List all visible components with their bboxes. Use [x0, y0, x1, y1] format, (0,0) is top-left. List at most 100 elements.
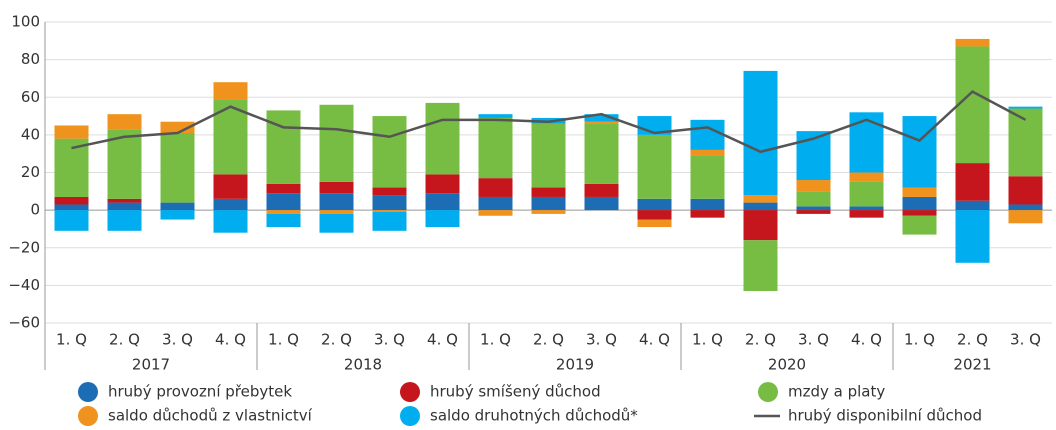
bar-segment: [107, 114, 142, 130]
bar-segment: [955, 163, 990, 201]
bar-segment: [372, 195, 407, 211]
bar-segment: [743, 195, 778, 203]
y-tick-label: −20: [8, 238, 40, 256]
bar-segment: [690, 119, 725, 150]
group-label: 2017: [132, 356, 170, 374]
bar-segment: [266, 183, 301, 194]
bar-segment: [425, 174, 460, 194]
x-tick-label: 1. Q: [268, 331, 299, 349]
bar-segment: [902, 210, 937, 216]
y-tick-label: −40: [8, 276, 40, 294]
y-tick-label: 100: [11, 13, 40, 31]
y-tick-label: −60: [8, 314, 40, 332]
bar-segment: [478, 210, 513, 216]
bar-segment: [54, 196, 89, 205]
legend-label: hrubý provozní přebytek: [108, 383, 292, 401]
bar-segment: [213, 198, 248, 211]
bar-segment: [955, 46, 990, 164]
bar-segment: [531, 123, 566, 188]
bar-segment: [372, 187, 407, 196]
x-tick-label: 1. Q: [56, 331, 87, 349]
bar-segment: [743, 240, 778, 292]
bar-segment: [425, 210, 460, 228]
bar-segment: [478, 178, 513, 197]
bar-segment: [1008, 106, 1043, 109]
y-tick-label: 80: [21, 50, 40, 68]
bar-segment: [637, 219, 672, 228]
bar-segment: [478, 114, 513, 118]
bar-segment: [902, 116, 937, 188]
bar-segment: [107, 198, 142, 203]
bar-segment: [902, 196, 937, 211]
x-tick-label: 3. Q: [162, 331, 193, 349]
bar-segment: [54, 125, 89, 139]
bar-segment: [849, 206, 884, 211]
bar-segment: [584, 121, 619, 124]
group-label: 2018: [344, 356, 382, 374]
bar-segment: [531, 196, 566, 211]
x-tick-label: 1. Q: [904, 331, 935, 349]
bar-segment: [107, 202, 142, 211]
bar-segment: [425, 102, 460, 175]
bar-segment: [743, 210, 778, 241]
bar-segment: [319, 193, 354, 211]
x-tick-label: 3. Q: [1010, 331, 1041, 349]
x-tick-label: 2. Q: [745, 331, 776, 349]
bar-segment: [690, 198, 725, 211]
y-tick-label: 60: [21, 88, 40, 106]
x-tick-label: 3. Q: [586, 331, 617, 349]
bar-segment: [849, 210, 884, 218]
bar-segment: [213, 82, 248, 100]
x-tick-label: 3. Q: [798, 331, 829, 349]
legend-swatch: [758, 382, 778, 402]
bar-segment: [849, 112, 884, 173]
bar-segment: [319, 181, 354, 194]
x-tick-label: 4. Q: [851, 331, 882, 349]
bar-segment: [372, 210, 407, 213]
bar-segment: [637, 134, 672, 199]
bar-segment: [319, 213, 354, 233]
bar-segment: [902, 215, 937, 235]
legend-swatch: [78, 406, 98, 426]
bar-segment: [690, 149, 725, 156]
bar-segment: [743, 70, 778, 196]
y-tick-label: 0: [30, 201, 40, 219]
group-label: 2020: [768, 356, 806, 374]
bar-segment: [425, 193, 460, 211]
x-tick-label: 2. Q: [957, 331, 988, 349]
x-tick-label: 1. Q: [692, 331, 723, 349]
bar-segment: [1008, 210, 1043, 224]
bar-segment: [584, 114, 619, 122]
bar-segment: [160, 202, 195, 211]
legend-swatch: [400, 382, 420, 402]
bar-segment: [213, 174, 248, 199]
bar-segment: [584, 196, 619, 211]
bar-segment: [584, 183, 619, 197]
x-tick-label: 4. Q: [215, 331, 246, 349]
bar-segment: [160, 121, 195, 133]
bar-segment: [1008, 176, 1043, 205]
bar-segment: [743, 202, 778, 211]
x-tick-label: 3. Q: [374, 331, 405, 349]
bar-segment: [478, 196, 513, 211]
bar-segment: [531, 187, 566, 197]
bar-segment: [902, 187, 937, 197]
x-tick-label: 2. Q: [321, 331, 352, 349]
bar-segment: [849, 181, 884, 207]
bar-segment: [372, 116, 407, 188]
bar-segment: [478, 117, 513, 179]
legend-label: mzdy a platy: [788, 383, 885, 401]
bar-segment: [796, 180, 831, 192]
group-label: 2021: [953, 356, 991, 374]
x-tick-label: 4. Q: [427, 331, 458, 349]
bar-segment: [637, 198, 672, 211]
bar-segment: [107, 129, 142, 199]
bar-segment: [955, 210, 990, 263]
x-tick-label: 4. Q: [639, 331, 670, 349]
bar-segment: [637, 210, 672, 220]
bar-segment: [955, 200, 990, 211]
bar-segment: [319, 210, 354, 214]
legend-label: saldo důchodů z vlastnictví: [108, 407, 313, 425]
bar-segment: [584, 123, 619, 184]
